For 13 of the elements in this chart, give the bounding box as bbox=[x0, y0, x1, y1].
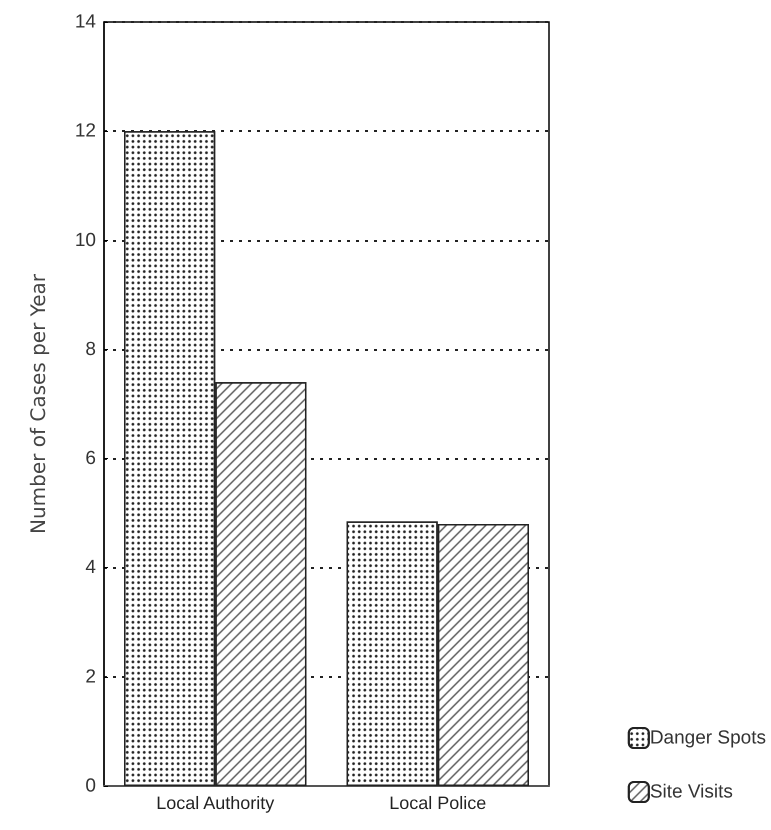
legend-label: Danger Spots bbox=[650, 728, 766, 748]
y-axis-title: Number of Cases per Year bbox=[26, 273, 50, 534]
x-tick-label: Local Police bbox=[389, 793, 486, 813]
y-tick-label: 2 bbox=[85, 666, 96, 688]
y-tick-label: 12 bbox=[74, 120, 96, 142]
x-tick-label: Local Authority bbox=[156, 793, 274, 813]
y-tick-label: 8 bbox=[85, 338, 96, 360]
y-tick-label: 4 bbox=[85, 557, 96, 578]
y-tick-label: 10 bbox=[74, 230, 96, 251]
legend-label: Site Visits bbox=[650, 782, 733, 802]
y-tick-label: 6 bbox=[85, 448, 96, 470]
y-tick-label: 0 bbox=[85, 776, 96, 796]
y-tick-label: 14 bbox=[74, 12, 96, 32]
